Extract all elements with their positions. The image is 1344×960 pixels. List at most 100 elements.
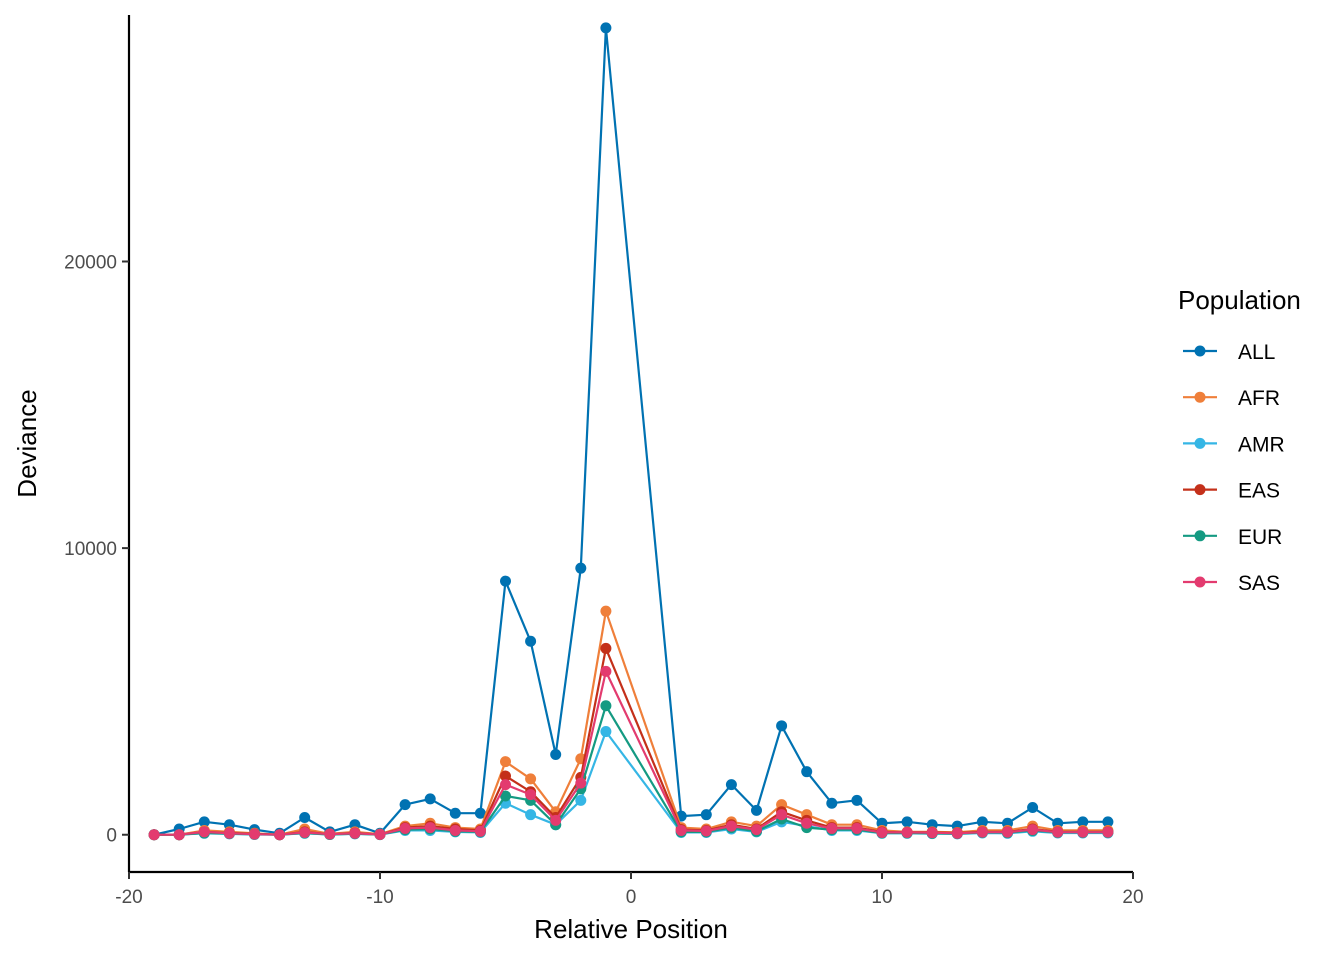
legend-item: EAS <box>1183 480 1280 503</box>
data-point <box>776 720 788 732</box>
data-point <box>299 826 311 838</box>
legend-label: AFR <box>1238 387 1280 410</box>
y-tick-label: 10000 <box>64 539 117 560</box>
data-point <box>1102 826 1114 838</box>
legend-label: SAS <box>1238 572 1280 595</box>
data-point <box>1077 826 1089 838</box>
legend-label: AMR <box>1238 433 1285 456</box>
legend-key-point <box>1194 576 1206 588</box>
data-point <box>725 779 737 791</box>
series-eas <box>148 642 1114 841</box>
legend-item: AMR <box>1183 433 1285 456</box>
series-all <box>148 22 1114 841</box>
data-point <box>349 827 361 839</box>
data-point <box>1077 816 1089 828</box>
x-axis-title: Relative Position <box>534 914 728 944</box>
legend-item: EUR <box>1183 526 1282 549</box>
data-point <box>223 827 235 839</box>
data-point <box>500 575 511 587</box>
series-eur <box>148 700 1114 841</box>
y-axis-title: Deviance <box>12 389 42 497</box>
legend-label: EUR <box>1238 526 1282 549</box>
data-point <box>926 827 938 839</box>
data-point <box>525 809 537 821</box>
data-point <box>600 665 612 677</box>
data-point <box>1052 826 1064 838</box>
data-point <box>600 642 612 654</box>
y-ticks: 0 10000 20000 <box>64 252 129 847</box>
legend-label: EAS <box>1238 480 1280 503</box>
data-point <box>500 756 511 768</box>
legend-item: AFR <box>1183 387 1280 410</box>
data-point <box>851 822 863 834</box>
data-point <box>976 816 988 828</box>
data-point <box>198 816 210 828</box>
plot-area <box>148 22 1114 841</box>
data-point <box>399 799 411 811</box>
data-point <box>148 829 160 841</box>
data-point <box>424 822 436 834</box>
legend-title: Population <box>1178 285 1301 315</box>
data-point <box>525 773 537 785</box>
series-line-eas <box>154 647 1108 836</box>
legend: Population ALL AFR AMR EAS EUR SAS <box>1178 285 1301 595</box>
data-point <box>876 826 888 838</box>
data-point <box>500 790 511 802</box>
data-point <box>500 770 511 782</box>
data-point <box>600 726 612 738</box>
series-line-all <box>153 26 1108 836</box>
data-point <box>550 814 562 826</box>
legend-key-point <box>1194 530 1206 542</box>
data-point <box>525 789 537 801</box>
data-point <box>575 777 587 789</box>
data-point <box>474 807 486 819</box>
data-point <box>826 797 838 809</box>
data-point <box>976 826 988 838</box>
data-point <box>299 812 311 824</box>
data-point <box>274 829 286 841</box>
data-point <box>198 826 210 838</box>
data-point <box>1002 826 1013 838</box>
x-ticks: -20 -10 0 10 20 <box>115 872 1144 908</box>
legend-key-point <box>1194 484 1206 496</box>
x-tick-label: 20 <box>1122 887 1143 908</box>
data-point <box>826 822 838 834</box>
series-sas <box>148 665 1114 841</box>
legend-key-point <box>1194 391 1206 403</box>
y-tick-label: 20000 <box>64 252 117 273</box>
data-point <box>173 829 185 841</box>
data-point <box>474 825 486 837</box>
data-point <box>1027 824 1039 836</box>
data-point <box>600 605 612 617</box>
axes: -20 -10 0 10 20 0 10000 20000 <box>64 15 1144 908</box>
legend-item: ALL <box>1183 341 1275 364</box>
data-point <box>901 816 913 828</box>
legend-label: ALL <box>1238 341 1275 364</box>
data-point <box>1027 802 1039 814</box>
data-point <box>1102 816 1114 828</box>
data-point <box>600 700 612 712</box>
data-point <box>801 766 813 778</box>
data-point <box>751 804 762 816</box>
data-point <box>500 779 511 791</box>
data-point <box>851 794 863 806</box>
data-point <box>801 817 813 829</box>
data-point <box>700 809 712 821</box>
data-point <box>449 824 461 836</box>
y-tick-label: 0 <box>106 826 117 847</box>
x-tick-label: -10 <box>366 887 393 908</box>
data-point <box>449 807 461 819</box>
data-point <box>725 820 737 832</box>
series-line-sas <box>154 670 1108 836</box>
data-point <box>675 824 687 836</box>
data-point <box>550 748 562 760</box>
data-point <box>424 793 436 805</box>
x-tick-label: 10 <box>871 887 892 908</box>
data-point <box>600 22 612 34</box>
data-point <box>324 828 336 840</box>
data-point <box>700 825 712 837</box>
data-point <box>901 826 913 838</box>
data-point <box>575 562 587 574</box>
legend-items: ALL AFR AMR EAS EUR SAS <box>1183 341 1285 595</box>
